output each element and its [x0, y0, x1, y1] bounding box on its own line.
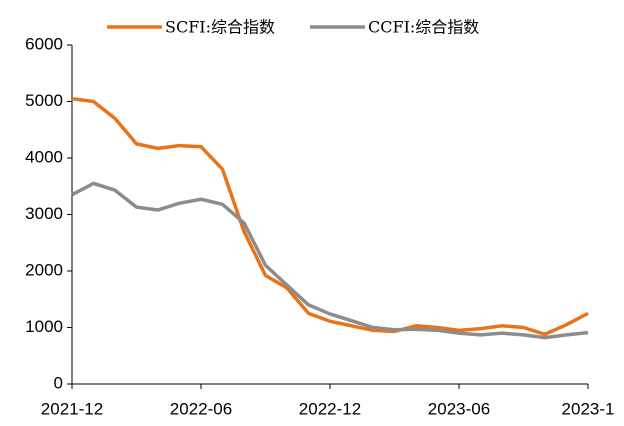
x-tick-label: 2021-12 — [41, 399, 103, 418]
y-tick-label: 4000 — [25, 147, 63, 166]
series-line — [71, 96, 589, 337]
y-tick-label: 1000 — [25, 317, 63, 336]
legend-label: CCFI:综合指数 — [368, 18, 479, 37]
y-tick-label: 2000 — [25, 260, 63, 279]
x-tick-label: 2022-12 — [299, 399, 361, 418]
series-line — [71, 181, 589, 340]
x-tick-label: 2022-06 — [170, 399, 232, 418]
x-tick-label: 2023-1 — [562, 399, 615, 418]
x-tick-label: 2023-06 — [428, 399, 490, 418]
y-tick-label: 6000 — [25, 34, 63, 53]
legend-label: SCFI:综合指数 — [165, 18, 275, 37]
y-tick-label: 3000 — [25, 204, 63, 223]
y-tick-label: 0 — [54, 373, 63, 392]
y-tick-label: 5000 — [25, 91, 63, 110]
